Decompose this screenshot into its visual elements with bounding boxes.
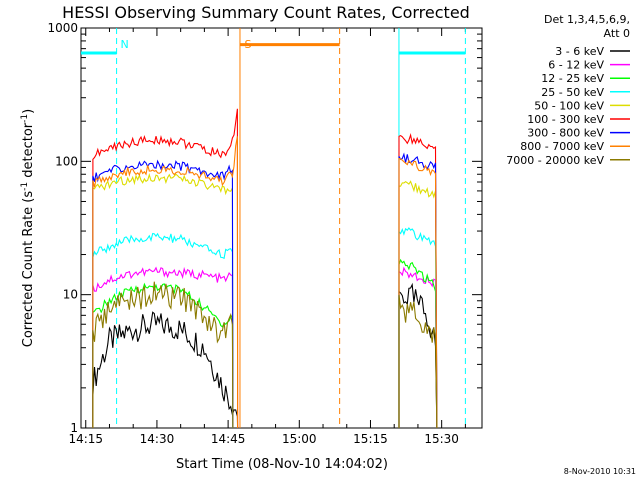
legend-label: 800 - 7000 keV [520, 140, 604, 153]
x-tick-label: 14:45 [211, 432, 246, 446]
series-line-5-seg2 [398, 132, 438, 429]
marker-label: S [244, 38, 251, 51]
y-tick-label: 100 [55, 154, 78, 168]
series-line-8-seg2 [398, 295, 438, 429]
y-tick-label: 10 [63, 288, 78, 302]
series-line-6-seg1 [92, 159, 234, 429]
x-tick-label: 14:15 [68, 432, 103, 446]
series-line-4-seg1 [92, 173, 234, 429]
x-axis-label: Start Time (08-Nov-10 14:04:02) [176, 457, 388, 472]
legend-label: 25 - 50 keV [541, 86, 604, 99]
series-line-6-seg2 [398, 152, 438, 429]
series-line-3-seg1 [92, 232, 234, 429]
chart-title: HESSI Observing Summary Count Rates, Cor… [62, 3, 470, 22]
y-tick-label: 1 [70, 421, 78, 435]
footer-date: 8-Nov-2010 10:31 [564, 467, 636, 476]
y-label-part2: detector [21, 122, 36, 182]
series-line-1-seg1 [92, 266, 234, 429]
series-line-7-seg2 [398, 157, 438, 429]
legend-label: 12 - 25 keV [541, 72, 604, 85]
y-label-part1: Corrected Count Rate (s [21, 191, 36, 348]
series-line-0-seg2 [398, 282, 438, 429]
series-line-5-seg1 [92, 108, 239, 429]
y-label-sup1: -1 [20, 182, 30, 191]
series-line-2-seg1 [92, 282, 234, 429]
y-axis-label: Corrected Count Rate (s-1 detector-1) [20, 109, 36, 347]
x-tick-label: 15:15 [353, 432, 388, 446]
y-tick-label: 1000 [47, 21, 78, 35]
y-label-sup2: -1 [20, 114, 30, 123]
legend-header-line1: Det 1,3,4,5,6,9, [544, 13, 630, 26]
series-line-2-seg2 [398, 258, 438, 429]
series-lines [92, 108, 438, 429]
legend-label: 300 - 800 keV [527, 127, 604, 140]
y-label-part3: ) [21, 109, 36, 114]
series-line-8-seg1 [92, 281, 234, 429]
axis-ticks [81, 27, 482, 429]
legend-label: 100 - 300 keV [527, 113, 604, 126]
series-line-3-seg2 [398, 227, 438, 429]
legend-header-line2: Att 0 [604, 27, 630, 40]
legend-label: 7000 - 20000 keV [506, 154, 604, 167]
series-line-0-seg1 [92, 311, 239, 429]
series-line-7-seg1 [92, 136, 239, 429]
plot-frame [80, 27, 483, 429]
marker-label: N [120, 38, 128, 51]
tick-labels: 14:15 14:30 14:45 15:00 15:15 15:30 1 10 100 1000 [47, 21, 459, 446]
x-tick-label: 15:00 [282, 432, 317, 446]
legend-label: 3 - 6 keV [555, 45, 604, 58]
x-tick-label: 14:30 [140, 432, 175, 446]
x-tick-label: 15:30 [424, 432, 459, 446]
legend-label: 6 - 12 keV [548, 59, 604, 72]
series-line-4-seg2 [398, 180, 438, 429]
legend-label: 50 - 100 keV [534, 99, 604, 112]
series-line-1-seg2 [398, 266, 438, 429]
